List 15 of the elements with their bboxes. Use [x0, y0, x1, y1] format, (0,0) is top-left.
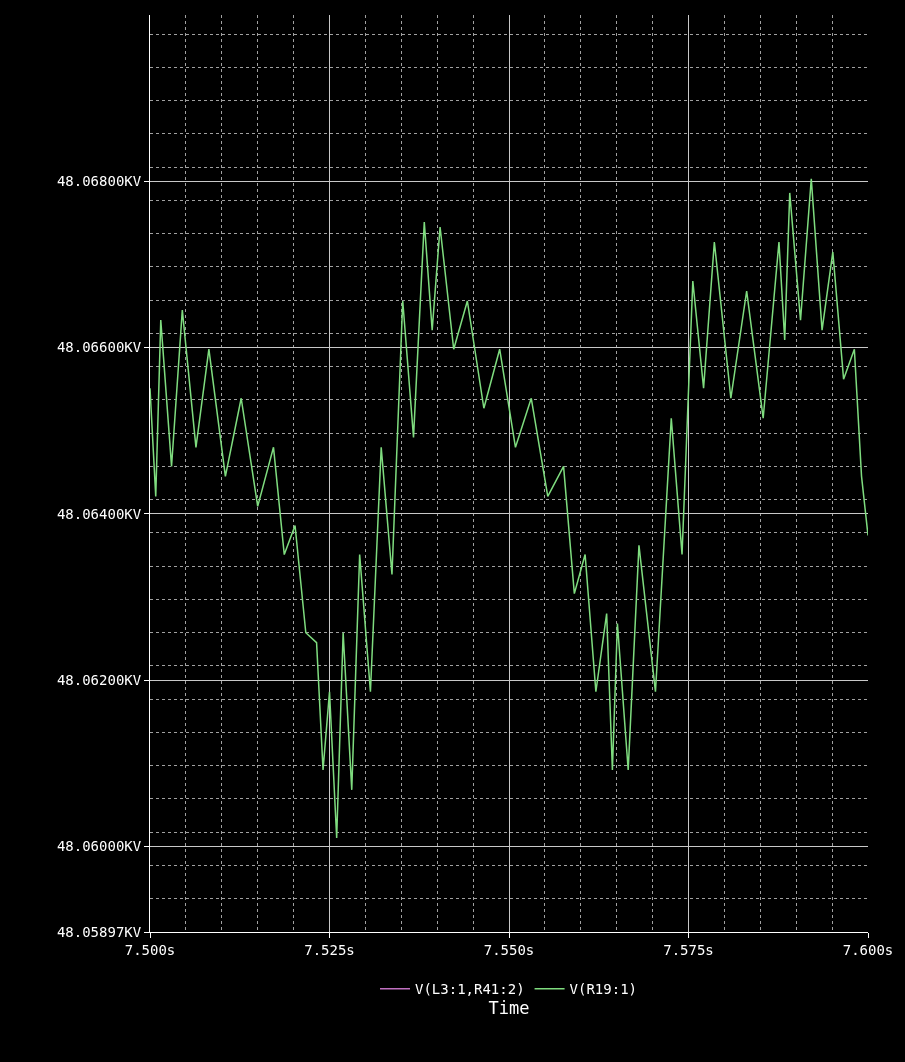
y-tick-label: 48.06400KV [56, 505, 142, 522]
y-tick-label: 48.06200KV [56, 672, 142, 688]
legend-label: V(L3:1,R41:2) [415, 981, 525, 998]
y-tick-label: 48.06800KV [56, 173, 142, 190]
y-tick-label: 48.05897KV [56, 923, 142, 940]
y-tick-label: 48.06000KV [56, 838, 142, 855]
x-tick-label: 7.525s [304, 941, 355, 958]
line-series [150, 178, 868, 839]
x-tick-label: 7.550s [483, 941, 535, 958]
x-tick-label: 7.600s [842, 941, 894, 958]
x-axis-title: Time [488, 998, 530, 1019]
y-tick-label: 48.06600KV [56, 339, 142, 356]
legend-label: V(R19:1) [569, 981, 638, 998]
x-tick-label: 7.575s [663, 941, 714, 958]
x-tick-label: 7.500s [124, 941, 176, 958]
